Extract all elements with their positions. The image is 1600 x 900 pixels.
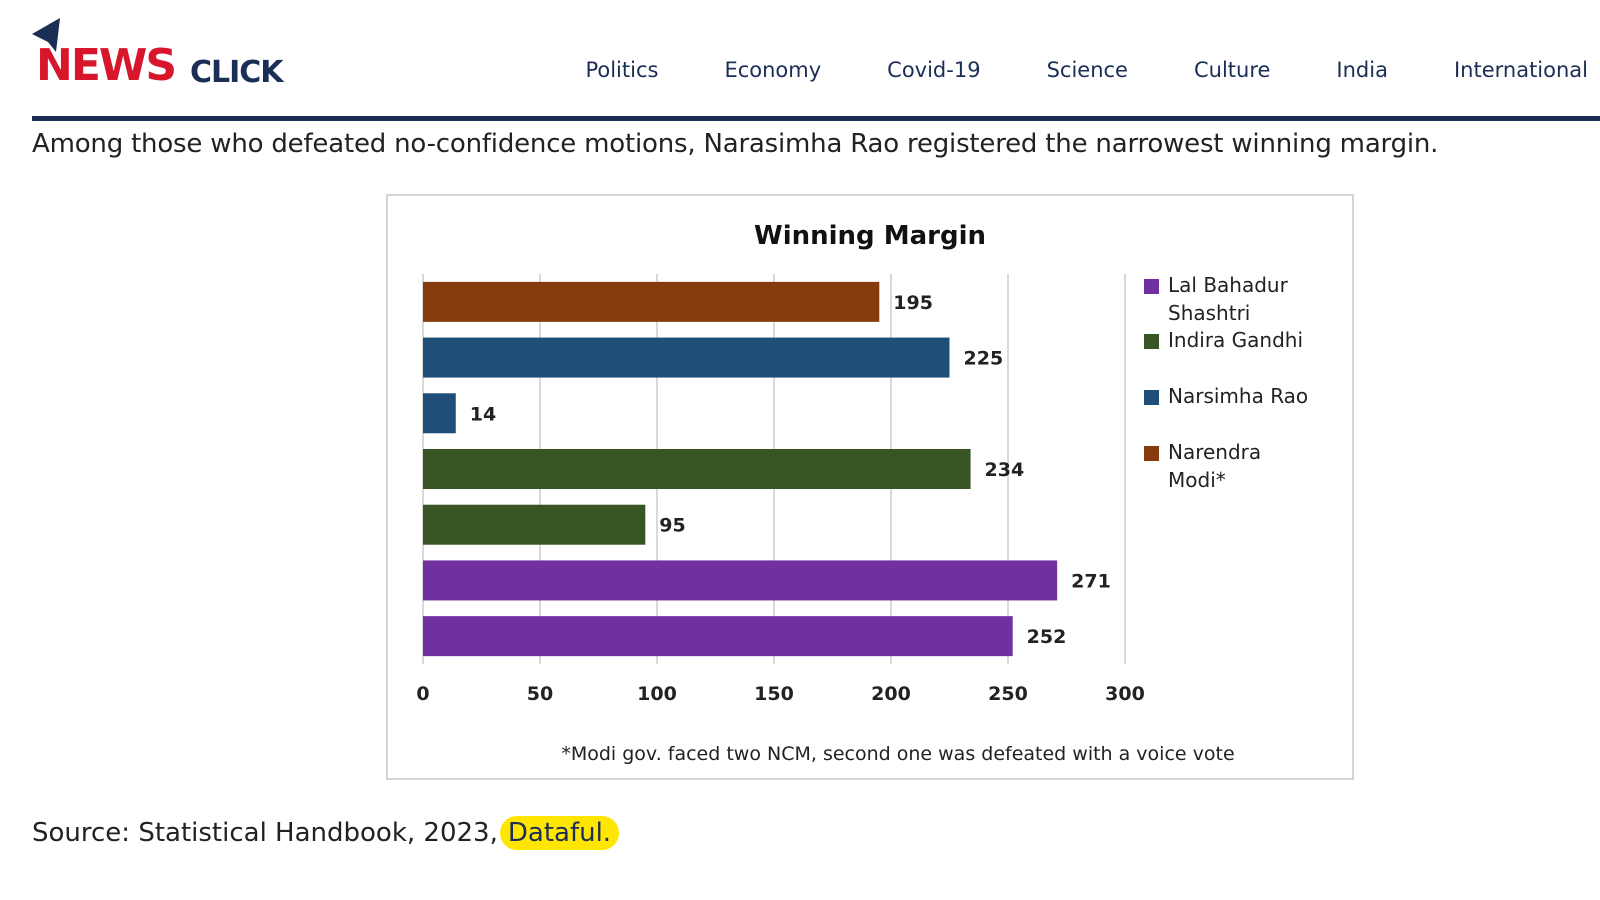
source-line: Source: Statistical Handbook, 2023, Dataf… (32, 814, 620, 852)
bar-5 (423, 504, 646, 545)
nav-item-covid-19[interactable]: Covid-19 (887, 58, 981, 82)
nav-item-culture[interactable]: Culture (1193, 58, 1271, 82)
bar-6 (423, 560, 1058, 601)
x-tick-label-150: 150 (754, 683, 794, 705)
x-tick-label-50: 50 (527, 683, 553, 705)
bar-value-label-1: 195 (893, 292, 933, 314)
legend-label-1-line-1: Lal Bahadur (1168, 273, 1289, 297)
legend-swatch-3 (1144, 390, 1159, 405)
legend-label-2: Indira Gandhi (1168, 328, 1303, 352)
x-tick-label-100: 100 (637, 683, 677, 705)
nav-item-politics[interactable]: Politics (585, 58, 659, 82)
chart-figure: Winning Margin 195 225 14 234 95 271 252 0 50 100 1… (386, 194, 1354, 780)
chart-footnote: *Modi gov. faced two NCM, second one was… (561, 743, 1234, 765)
nav-item-india[interactable]: India (1336, 58, 1388, 82)
legend-label-1-line-2: Shashtri (1168, 301, 1250, 325)
bar-value-label-7: 252 (1027, 626, 1067, 648)
nav-item-science[interactable]: Science (1046, 58, 1128, 82)
newsclick-logo[interactable]: NEWS CLICK (32, 18, 292, 98)
bar-3 (423, 393, 456, 434)
logo-arrow-icon (32, 18, 60, 52)
source-prefix: Source: Statistical Handbook, 2023, (32, 818, 498, 848)
bar-1 (423, 281, 880, 322)
legend-swatch-2 (1144, 334, 1159, 349)
nav-item-economy[interactable]: Economy (724, 58, 822, 82)
main-nav: Politics Economy Covid-19 Science Cultur… (519, 56, 1588, 84)
legend-swatch-4 (1144, 446, 1159, 461)
x-tick-label-300: 300 (1105, 683, 1145, 705)
legend-label-3: Narsimha Rao (1168, 384, 1308, 408)
dataful-link[interactable]: Dataful. (499, 816, 620, 850)
legend-swatch-1 (1144, 279, 1159, 294)
header-divider (32, 116, 1600, 121)
logo-news-text: NEWS (36, 40, 177, 91)
nav-item-international[interactable]: International (1453, 58, 1588, 82)
bar-7 (423, 616, 1013, 657)
bar-2 (423, 337, 950, 378)
winning-margin-chart: Winning Margin 195 225 14 234 95 271 252 0 50 100 1… (416, 221, 1308, 765)
x-tick-label-0: 0 (416, 683, 429, 705)
bar-value-label-2: 225 (964, 348, 1004, 370)
logo-click-text: CLICK (190, 55, 284, 90)
x-tick-label-250: 250 (988, 683, 1028, 705)
bar-4 (423, 449, 971, 489)
bar-value-label-3: 14 (470, 403, 496, 425)
site-header: NEWS CLICK Politics Economy Covid-19 Sci… (0, 0, 1600, 122)
x-tick-label-200: 200 (871, 683, 911, 705)
bar-value-label-6: 271 (1071, 570, 1111, 592)
legend-label-4-line-1: Narendra (1168, 440, 1261, 464)
legend-label-4-line-2: Modi* (1168, 468, 1226, 492)
bar-value-label-5: 95 (659, 515, 685, 537)
chart-title: Winning Margin (754, 221, 986, 251)
bar-value-label-4: 234 (985, 459, 1025, 481)
article-lead-text: Among those who defeated no-confidence m… (32, 129, 1439, 159)
